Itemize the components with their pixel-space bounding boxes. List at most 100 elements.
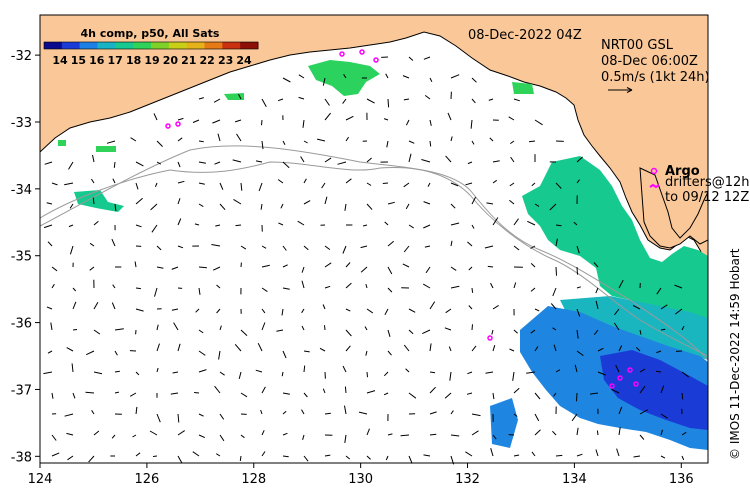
current-arrow (93, 220, 99, 226)
current-arrow (681, 325, 685, 331)
current-arrow (135, 287, 141, 290)
y-tick-label: -35 (11, 250, 32, 265)
current-arrow (383, 371, 389, 377)
colorbar-swatch (186, 42, 205, 49)
current-arrow (345, 308, 351, 312)
current-arrow (386, 140, 389, 148)
current-arrow (429, 77, 433, 83)
current-arrow (447, 112, 452, 121)
current-arrow (198, 287, 201, 295)
current-arrow (576, 392, 578, 402)
current-arrow (484, 245, 494, 249)
current-arrow (156, 266, 164, 269)
current-arrow (385, 455, 389, 461)
current-arrow (301, 325, 305, 331)
current-arrow (93, 430, 100, 436)
current-arrow (402, 263, 410, 268)
current-arrow (387, 433, 393, 436)
current-arrow (597, 347, 604, 352)
current-arrow (618, 345, 623, 352)
current-arrow (214, 161, 221, 165)
current-arrow (93, 302, 99, 310)
current-arrow (153, 113, 158, 121)
current-arrow (261, 245, 267, 249)
x-axis: 124 126 128 130 132 134 136 (28, 463, 694, 487)
current-arrow (490, 282, 494, 289)
current-arrow (576, 329, 579, 339)
current-arrow (492, 160, 500, 163)
current-arrow (345, 262, 351, 268)
current-arrow (282, 77, 291, 83)
current-arrow (513, 218, 519, 226)
current-arrow (531, 182, 536, 187)
colorbar-swatch (79, 42, 98, 49)
current-arrow (656, 287, 662, 295)
current-arrow (198, 434, 206, 439)
current-arrow (425, 266, 431, 274)
current-arrow (471, 345, 477, 352)
current-arrow (450, 285, 460, 289)
current-arrow (574, 364, 578, 373)
y-tick-label: -33 (11, 116, 32, 131)
current-arrow (450, 266, 457, 271)
current-arrow (449, 371, 452, 381)
shelf-contour-outer (39, 145, 709, 361)
current-arrow (342, 98, 347, 104)
current-arrow (408, 140, 415, 144)
current-arrow (51, 434, 57, 441)
current-arrow (280, 203, 284, 209)
current-arrow (342, 245, 347, 254)
current-arrow (450, 203, 456, 209)
current-arrow (64, 413, 74, 417)
current-arrow (177, 117, 184, 121)
current-arrow (114, 350, 118, 356)
current-arrow (177, 218, 182, 226)
current-arrow (383, 118, 389, 121)
product-line1: NRT00 GSL (601, 38, 674, 53)
current-arrow (383, 392, 389, 396)
current-arrow (135, 452, 141, 457)
current-arrow (282, 161, 290, 169)
current-arrow (198, 203, 204, 208)
current-arrow (429, 301, 436, 310)
current-arrow (177, 430, 185, 436)
plot-frame (39, 14, 709, 464)
current-arrow (135, 406, 138, 415)
current-arrow (240, 329, 248, 336)
current-arrow (639, 434, 645, 440)
current-arrow (364, 326, 368, 331)
y-tick-label: -36 (11, 317, 32, 332)
current-arrow (72, 329, 78, 331)
current-arrow (113, 161, 116, 168)
current-arrow (423, 56, 431, 60)
current-arrow (198, 161, 206, 164)
current-arrow (610, 388, 620, 394)
current-arrow (298, 96, 305, 100)
current-arrow (513, 329, 518, 334)
colorbar: 4h comp, p50, All Sats 14 15 16 17 18 19 20 21 2… (43, 27, 259, 67)
current-arrow (51, 452, 60, 457)
current-arrow (490, 448, 494, 457)
current-arrow (489, 137, 494, 142)
current-arrow (639, 329, 642, 335)
current-arrow (509, 199, 515, 205)
current-arrow (450, 136, 453, 142)
current-arrow (238, 371, 242, 380)
colorbar-swatches (44, 42, 259, 49)
colorbar-swatch (168, 42, 188, 49)
current-arrow (276, 329, 284, 332)
current-arrow (492, 304, 499, 310)
current-arrow (593, 262, 599, 268)
current-arrow (408, 329, 414, 335)
current-arrow (422, 283, 431, 289)
current-arrow (660, 429, 663, 436)
current-arrow (195, 308, 200, 313)
current-arrow (387, 266, 393, 275)
current-arrow (429, 433, 437, 436)
current-arrow (111, 434, 116, 439)
current-arrow (471, 413, 481, 417)
current-arrow (466, 392, 473, 395)
current-arrow (384, 308, 389, 316)
current-arrow (450, 410, 454, 415)
current-arrow (408, 224, 414, 229)
